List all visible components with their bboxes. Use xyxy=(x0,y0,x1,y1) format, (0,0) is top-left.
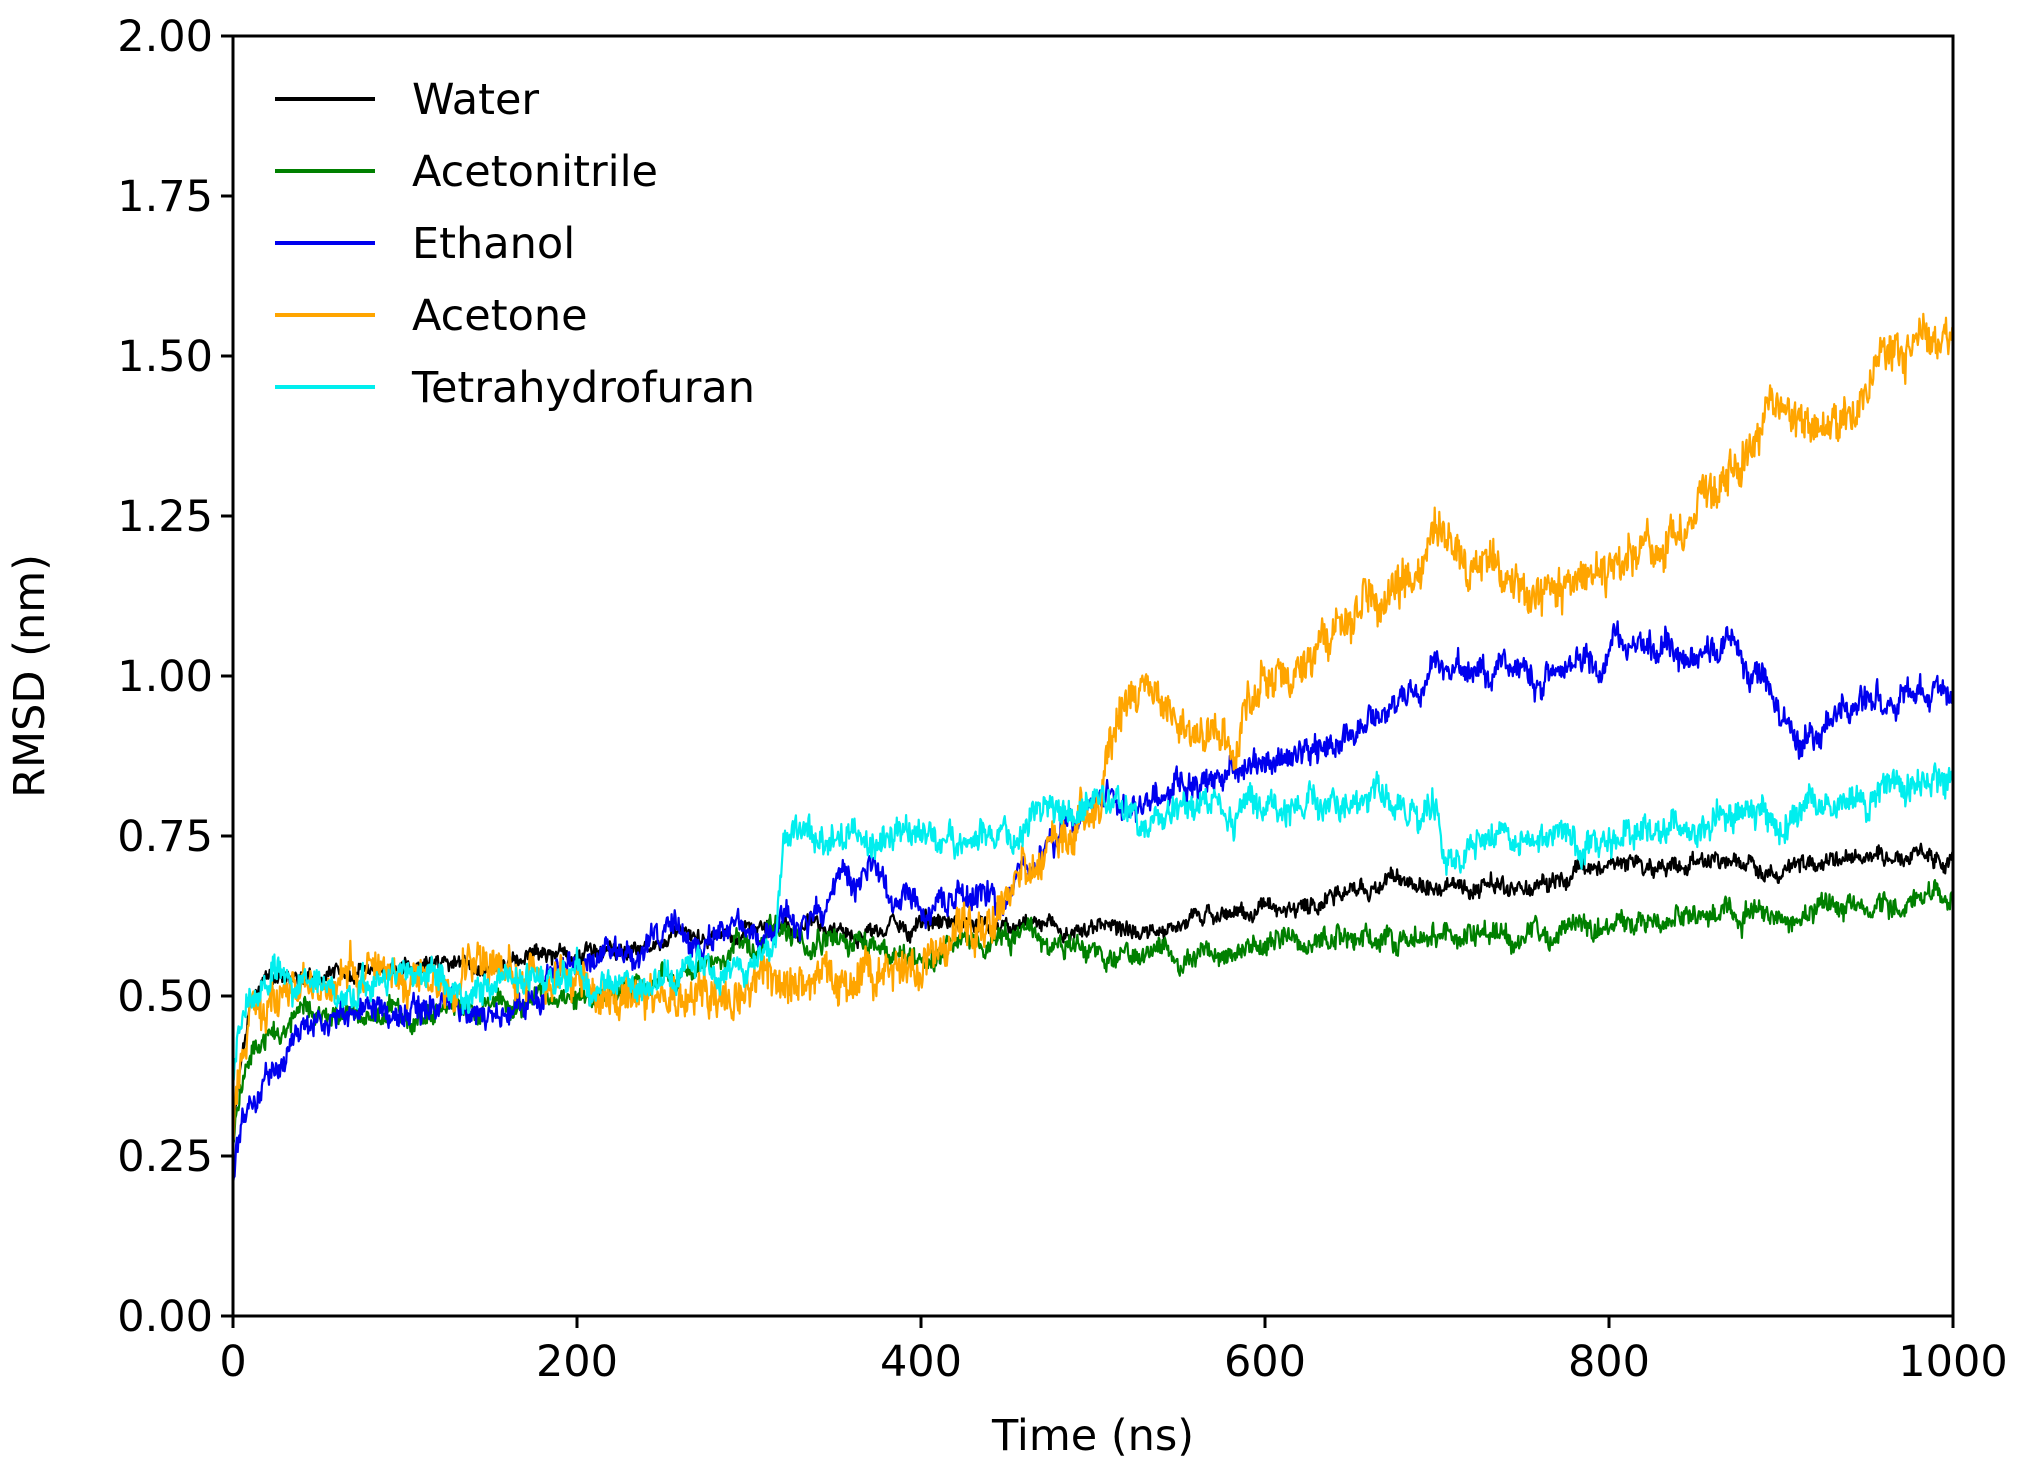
legend-label-tetrahydrofuran: Tetrahydrofuran xyxy=(411,363,755,413)
y-tick-label: 1.50 xyxy=(117,332,213,382)
y-tick-label: 0.50 xyxy=(117,972,213,1022)
x-axis: 0 200 400 600 800 1000 xyxy=(219,1316,2008,1387)
series-line-water xyxy=(231,842,1955,1130)
y-tick-label: 1.00 xyxy=(117,652,213,702)
x-tick-label: 0 xyxy=(219,1337,246,1387)
y-tick-label: 2.00 xyxy=(117,12,213,62)
legend-label-acetone: Acetone xyxy=(412,291,588,341)
legend-label-acetonitrile: Acetonitrile xyxy=(412,147,658,197)
series-layer xyxy=(231,312,1955,1185)
x-tick-label: 400 xyxy=(880,1337,962,1387)
series-line-tetrahydrofuran xyxy=(231,762,1955,1083)
legend-label-ethanol: Ethanol xyxy=(412,219,575,269)
y-axis: 0.00 0.25 0.50 0.75 1.00 1.25 1.50 1.75 2.00 xyxy=(117,12,233,1342)
x-tick-label: 800 xyxy=(1568,1337,1650,1387)
x-axis-title: Time (ns) xyxy=(991,1411,1194,1461)
y-tick-label: 0.00 xyxy=(117,1292,213,1342)
y-axis-title: RMSD (nm) xyxy=(5,554,55,798)
y-tick-label: 0.75 xyxy=(117,812,213,862)
y-tick-label: 0.25 xyxy=(117,1132,213,1182)
y-tick-label: 1.25 xyxy=(117,492,213,542)
x-tick-label: 1000 xyxy=(1898,1337,2007,1387)
x-tick-label: 200 xyxy=(536,1337,618,1387)
legend-label-water: Water xyxy=(412,75,539,125)
y-tick-label: 1.75 xyxy=(117,172,213,222)
legend: Water Acetonitrile Ethanol Acetone Tetrahydr… xyxy=(275,75,755,413)
x-tick-label: 600 xyxy=(1224,1337,1306,1387)
